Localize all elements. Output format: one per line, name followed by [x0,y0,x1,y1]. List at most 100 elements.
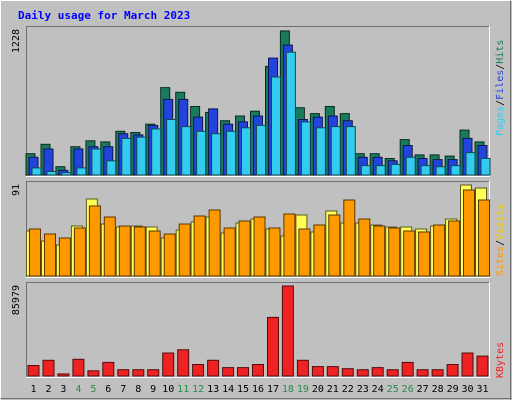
legend-files: Files [495,70,506,100]
x-label-day-14: 14 [222,384,234,395]
bar-kbytes-day-11 [177,349,190,377]
bar-sites-day-25 [388,227,401,277]
legend-pages: Pages [495,106,506,136]
bar-kbytes-day-14 [222,367,235,377]
bar-pages-day-31 [480,158,491,176]
series-pages-1 [31,51,491,176]
legend-panel-2: Sites/Visits [495,204,506,276]
legend-sep-1: / [495,100,506,106]
y-max-label-1: 1228 [11,29,22,53]
legend-panel-3: KBytes [495,342,506,378]
bar-pages-day-6 [106,160,117,176]
bar-pages-day-25 [390,163,401,176]
bar-kbytes-day-2 [42,359,55,377]
bar-kbytes-day-18 [281,285,294,377]
x-label-day-3: 3 [60,384,66,395]
x-label-day-1: 1 [30,384,36,395]
series-kbytes-3 [27,285,489,377]
x-label-day-23: 23 [357,384,369,395]
bar-sites-day-28 [433,224,446,277]
bar-kbytes-day-9 [147,369,160,377]
x-label-day-8: 8 [135,384,141,395]
bar-sites-day-4 [73,227,86,277]
series-sites-2 [29,189,490,277]
bar-pages-day-11 [181,126,192,176]
bar-kbytes-day-22 [341,368,354,377]
bar-pages-day-5 [91,148,102,176]
x-label-day-11: 11 [177,384,189,395]
bar-kbytes-day-19 [296,359,309,377]
bar-pages-day-19 [300,121,311,176]
bar-kbytes-day-28 [431,369,444,377]
bar-kbytes-day-20 [311,366,324,377]
bar-pages-day-16 [256,124,266,176]
plot-area-3 [26,282,490,378]
bar-sites-day-30 [463,189,475,277]
x-label-day-21: 21 [327,384,339,395]
bar-kbytes-day-8 [132,369,145,377]
bar-kbytes-day-15 [237,367,249,377]
bar-pages-day-26 [405,156,416,176]
bar-sites-day-24 [373,225,386,277]
bar-sites-day-13 [208,209,221,277]
bar-kbytes-day-5 [87,370,100,377]
bar-pages-day-27 [420,165,431,176]
bar-pages-day-3 [61,172,72,176]
bar-kbytes-day-1 [27,365,40,377]
bar-sites-day-31 [478,199,490,277]
bar-sites-day-22 [343,199,356,277]
x-label-day-16: 16 [252,384,264,395]
bar-pages-day-23 [360,165,371,176]
x-label-day-20: 20 [312,384,324,395]
bar-pages-day-10 [166,119,177,176]
x-label-day-25: 25 [387,384,399,395]
bar-sites-day-18 [283,213,296,277]
bar-sites-day-11 [178,223,191,277]
y-max-label-2: 91 [11,184,22,196]
bar-kbytes-day-26 [401,361,414,377]
x-label-day-6: 6 [105,384,111,395]
bar-pages-day-15 [241,127,251,176]
bar-kbytes-day-3 [57,373,70,377]
bar-kbytes-day-16 [252,364,264,377]
bar-sites-day-8 [133,226,146,277]
bar-sites-day-3 [58,237,71,277]
bar-sites-day-29 [448,220,461,277]
bar-kbytes-day-4 [72,358,85,377]
panel-2: 91 [11,181,490,278]
bar-kbytes-day-23 [356,369,369,377]
bar-pages-day-12 [196,130,207,176]
bar-kbytes-day-29 [446,364,459,377]
bar-pages-day-28 [435,166,446,176]
x-label-day-2: 2 [45,384,51,395]
bar-sites-day-15 [238,220,251,277]
bar-sites-day-6 [103,216,116,277]
bar-pages-day-9 [151,128,162,176]
panel-1: 1228 [11,26,491,177]
bar-sites-day-5 [88,205,101,277]
legend-sep-3: / [495,240,506,246]
x-label-day-26: 26 [402,384,414,395]
bar-pages-day-20 [315,127,326,176]
bar-kbytes-day-30 [461,352,474,377]
x-label-day-18: 18 [282,384,294,395]
bar-sites-day-27 [418,231,431,277]
x-label-day-31: 31 [476,384,488,395]
bar-kbytes-day-17 [267,316,279,377]
bar-sites-day-1 [29,228,41,277]
bar-pages-day-24 [375,165,386,176]
x-label-day-10: 10 [162,384,174,395]
legend-sites: Sites [495,246,506,276]
x-label-day-30: 30 [461,384,473,395]
bar-sites-day-14 [223,227,236,277]
x-label-day-27: 27 [417,384,429,395]
bar-pages-day-1 [31,167,42,176]
bar-sites-day-9 [148,230,161,277]
y-max-label-3: 85979 [11,285,22,315]
legend-visits: Visits [495,204,506,240]
bar-kbytes-day-21 [326,366,339,377]
bar-pages-day-7 [121,137,132,176]
bar-kbytes-day-12 [192,364,205,377]
